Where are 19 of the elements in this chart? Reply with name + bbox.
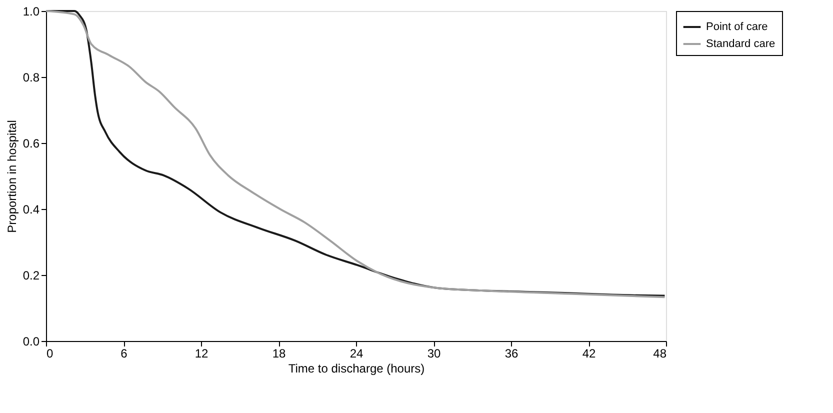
legend-label: Point of care [706,21,768,33]
x-tick-label: 30 [427,346,441,360]
y-tick-label: 0.2 [22,268,40,282]
x-axis-title: Time to discharge (hours) [288,362,425,376]
x-tick-label: 6 [120,346,128,360]
x-tick-label: 42 [582,346,596,360]
x-tick-label: 36 [504,346,518,360]
y-tick-label: 0.6 [22,136,40,150]
y-tick-label: 0.4 [22,202,40,216]
legend-label: Standard care [706,38,776,50]
x-tick-label: 12 [194,346,208,360]
y-tick-label: 1.0 [22,4,40,18]
y-tick-label: 0.0 [22,334,40,348]
x-tick-label: 18 [272,346,286,360]
y-tick-label: 0.8 [22,70,40,84]
x-tick-label: 0 [46,346,54,360]
x-tick-label: 48 [653,346,667,360]
x-tick-label: 24 [350,346,364,360]
y-axis-title: Proportion in hospital [4,120,19,233]
